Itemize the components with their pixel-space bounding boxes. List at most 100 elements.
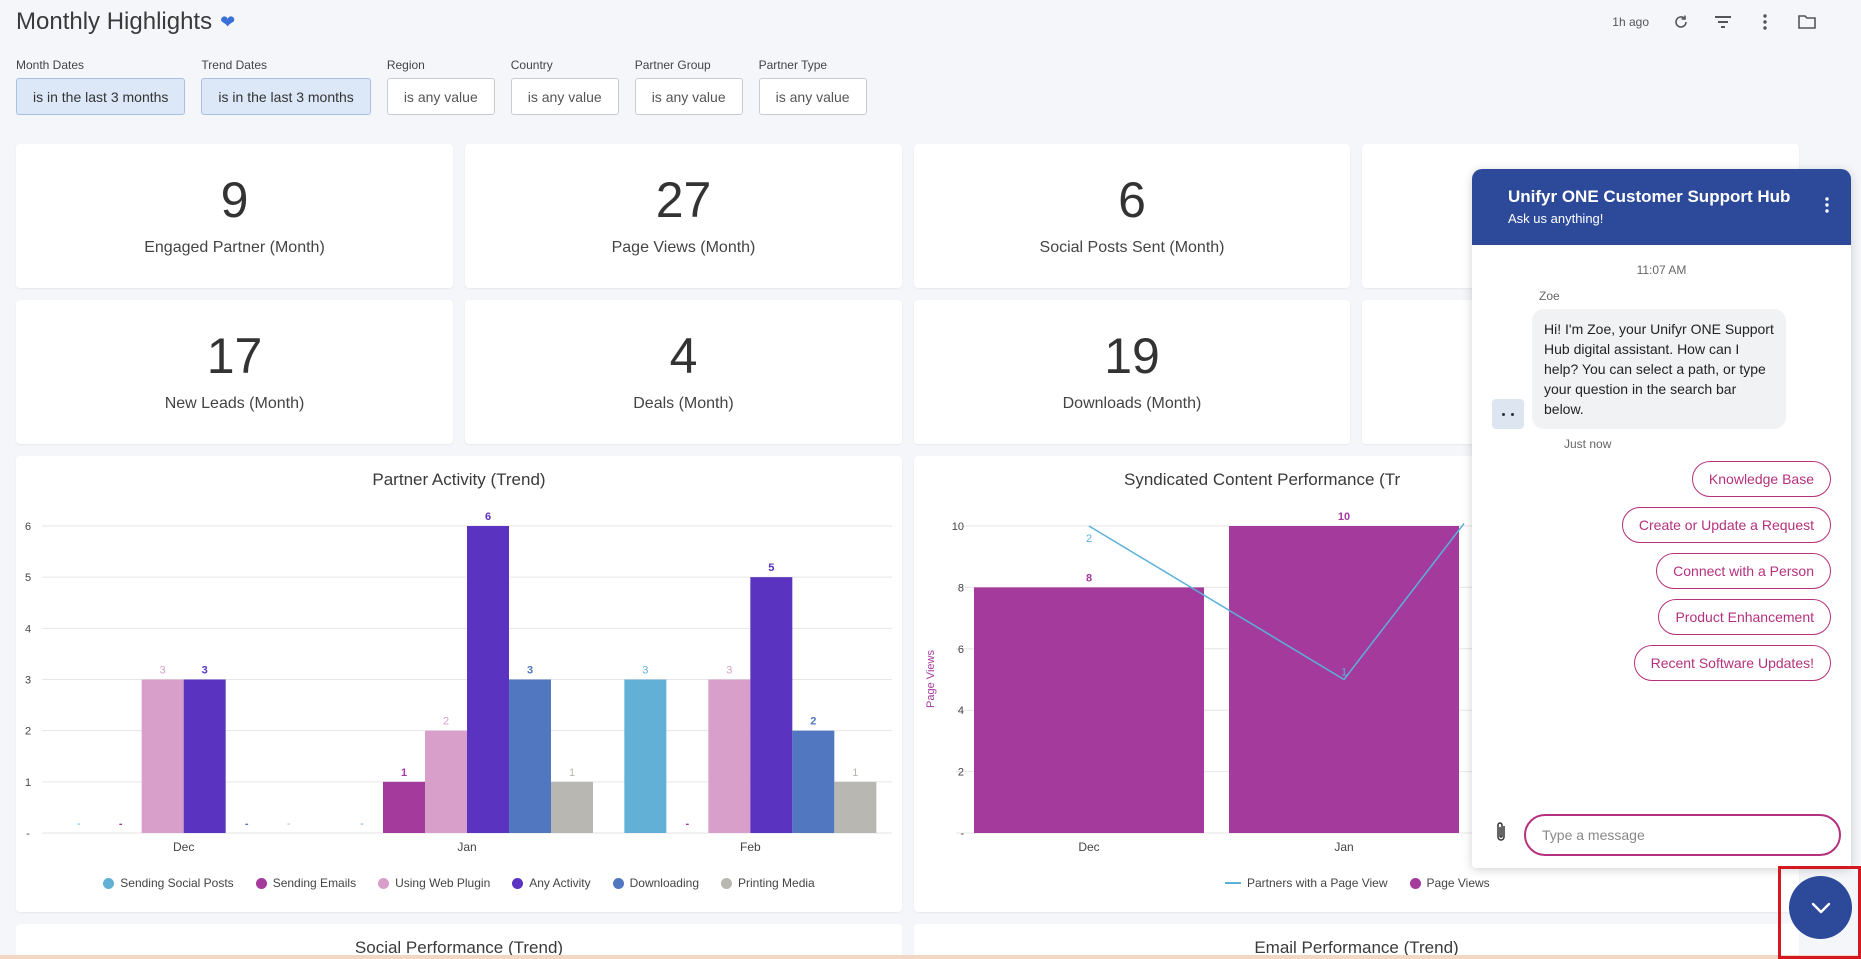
kpi-label: Page Views (Month) xyxy=(611,239,756,256)
data-label: - xyxy=(287,818,291,830)
data-label: 3 xyxy=(726,665,732,677)
legend-item[interactable]: Partners with a Page View xyxy=(1225,876,1388,890)
legend-swatch xyxy=(1225,882,1241,884)
quick-reply-software-updates[interactable]: Recent Software Updates! xyxy=(1633,645,1831,681)
last-updated-text: 1h ago xyxy=(1612,15,1649,29)
chart-bar xyxy=(624,679,667,833)
filter-value-button[interactable]: is in the last 3 months xyxy=(16,78,186,115)
quick-reply-product-enhancement[interactable]: Product Enhancement xyxy=(1658,599,1831,635)
kpi-label: Engaged Partner (Month) xyxy=(144,239,325,256)
chart-bar xyxy=(467,526,509,833)
filter-value-button[interactable]: is any value xyxy=(386,78,495,115)
chat-more-icon[interactable] xyxy=(1825,197,1829,218)
dashboard-toolbar: 1h ago xyxy=(1612,12,1817,32)
y-tick-label: - xyxy=(960,828,964,840)
y-tick-label: 4 xyxy=(958,705,964,717)
chart-bar xyxy=(425,730,467,833)
data-label: - xyxy=(360,818,364,830)
partner-activity-chart: - 1 2 3 4 5 6 Dec - - 3 3 - - Jan - 1 2 6 3 1 Feb 3 - 3 5 2 1 xyxy=(25,511,892,854)
chat-message-input[interactable] xyxy=(1524,814,1841,856)
chat-message-row: Hi! I'm Zoe, your Unifyr ONE Support Hub… xyxy=(1492,309,1851,429)
legend-item[interactable]: Page Views xyxy=(1409,876,1490,890)
chart-bar xyxy=(708,679,751,833)
page-title: Monthly Highlights ❤ xyxy=(16,8,235,36)
more-vert-icon[interactable] xyxy=(1755,12,1775,32)
y-tick-label: 6 xyxy=(958,644,964,656)
folder-icon[interactable] xyxy=(1797,12,1817,32)
chart-title: Syndicated Content Performance (Tr xyxy=(1124,470,1401,489)
filter-label: Month Dates xyxy=(16,58,85,72)
page-title-text: Monthly Highlights xyxy=(16,8,213,35)
legend-label: Using Web Plugin xyxy=(395,876,491,890)
kpi-engaged-partner[interactable]: 9 Engaged Partner (Month) xyxy=(16,144,453,288)
data-label: 1 xyxy=(852,767,858,779)
kpi-page-views[interactable]: 27 Page Views (Month) xyxy=(465,144,902,288)
kpi-value: 27 xyxy=(655,172,712,228)
favorite-heart-icon[interactable]: ❤ xyxy=(220,11,236,32)
quick-reply-create-request[interactable]: Create or Update a Request xyxy=(1621,507,1831,543)
filter-month-dates: Month Dates is in the last 3 months xyxy=(16,58,186,115)
partner-activity-chart-panel: Partner Activity (Trend) -1 2 3 4 5 6 Dec - -3 3-… xyxy=(16,456,902,912)
support-chat-widget: Unifyr ONE Customer Support Hub Ask us a… xyxy=(1472,169,1851,868)
kpi-value: 9 xyxy=(220,172,249,228)
kpi-value: 6 xyxy=(1118,172,1146,228)
filter-icon[interactable] xyxy=(1713,12,1733,32)
filter-label: Partner Type xyxy=(758,58,828,72)
highlight-frame xyxy=(1778,866,1861,959)
legend-item[interactable]: Printing Media xyxy=(721,876,815,890)
filter-value-button[interactable]: is in the last 3 months xyxy=(201,78,371,115)
kpi-downloads[interactable]: 19 Downloads (Month) xyxy=(914,300,1350,444)
x-tick-label: Jan xyxy=(1334,840,1353,854)
quick-replies: Knowledge Base Create or Update a Reques… xyxy=(1472,461,1851,681)
y-tick-label: 10 xyxy=(952,521,964,533)
chart-line xyxy=(1088,523,1465,681)
chat-toggle-button[interactable] xyxy=(1789,876,1852,939)
legend-item[interactable]: Sending Social Posts xyxy=(103,876,234,890)
kpi-social-posts[interactable]: 6 Social Posts Sent (Month) xyxy=(914,144,1350,288)
kpi-label: Downloads (Month) xyxy=(1062,395,1202,412)
chart-title: Social Performance (Trend) xyxy=(354,938,564,957)
legend-label: Partners with a Page View xyxy=(1247,876,1388,890)
y-tick-label: 6 xyxy=(25,521,31,533)
data-label: - xyxy=(119,818,123,830)
x-tick-label: Dec xyxy=(1078,840,1099,854)
kpi-new-leads[interactable]: 17 New Leads (Month) xyxy=(16,300,453,444)
y-tick-label: 3 xyxy=(25,675,31,687)
filter-label: Country xyxy=(510,58,553,72)
data-label: 2 xyxy=(810,716,816,728)
kpi-deals[interactable]: 4 Deals (Month) xyxy=(465,300,902,444)
chart-bar xyxy=(551,781,593,833)
message-time: Just now xyxy=(1564,437,1612,451)
legend-label: Printing Media xyxy=(738,876,815,890)
legend-item[interactable]: Sending Emails xyxy=(255,876,357,890)
legend-label: Sending Emails xyxy=(272,876,357,890)
filter-value-button[interactable]: is any value xyxy=(510,78,619,115)
y-axis-label: Page Views xyxy=(925,650,937,708)
x-tick-label: Feb xyxy=(740,840,761,854)
legend-item[interactable]: Using Web Plugin xyxy=(378,876,490,890)
legend-item[interactable]: Downloading xyxy=(612,876,699,890)
quick-reply-knowledge-base[interactable]: Knowledge Base xyxy=(1691,461,1831,497)
filter-label: Region xyxy=(386,58,425,72)
chart-bar xyxy=(183,679,226,833)
legend-label: Page Views xyxy=(1426,876,1490,890)
y-tick-label: 8 xyxy=(958,582,964,594)
legend-swatch xyxy=(721,877,732,889)
legend-swatch xyxy=(612,877,624,889)
data-label: 5 xyxy=(768,562,774,574)
filter-bar: Month Dates is in the last 3 months Tren… xyxy=(16,58,867,115)
y-tick-label: 4 xyxy=(25,623,31,635)
x-tick-label: Dec xyxy=(173,840,194,854)
agent-name: Zoe xyxy=(1539,289,1560,303)
filter-value-button[interactable]: is any value xyxy=(634,78,743,115)
filter-value-button[interactable]: is any value xyxy=(758,78,867,115)
data-label: 3 xyxy=(527,665,533,677)
attachment-icon[interactable] xyxy=(1490,820,1512,850)
legend-item[interactable]: Any Activity xyxy=(512,876,591,890)
kpi-label: Deals (Month) xyxy=(633,395,734,412)
refresh-icon[interactable] xyxy=(1671,12,1691,32)
quick-reply-connect-person[interactable]: Connect with a Person xyxy=(1656,553,1831,589)
data-label: 3 xyxy=(160,665,166,677)
bot-avatar-icon xyxy=(1492,399,1524,429)
data-label: 3 xyxy=(642,665,648,677)
